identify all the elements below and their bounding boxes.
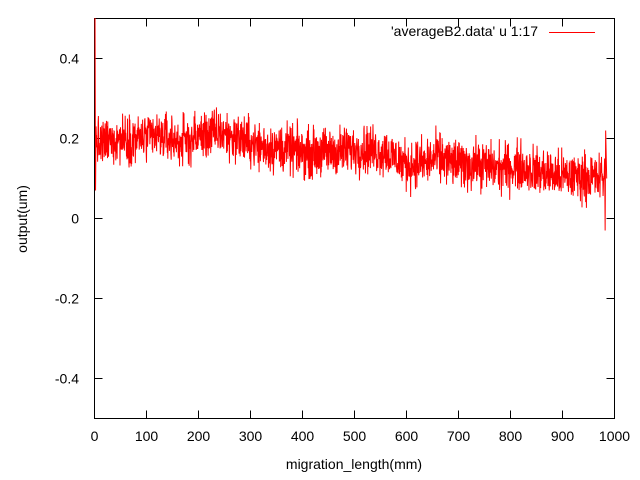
x-tick-label: 900 bbox=[551, 428, 575, 444]
y-tick-label: 0.4 bbox=[60, 51, 80, 67]
legend-label: 'averageB2.data' u 1:17 bbox=[391, 23, 538, 39]
plot-frame bbox=[94, 18, 615, 419]
series-group bbox=[94, 18, 608, 231]
y-tick-labels: -0.4 -0.2 0 0.2 0.4 bbox=[55, 51, 79, 387]
x-tick-label: 0 bbox=[91, 428, 99, 444]
axis-ticks bbox=[94, 18, 615, 419]
y-tick-label: -0.4 bbox=[55, 371, 79, 387]
y-axis-label: output(um) bbox=[14, 185, 30, 253]
x-axis-label: migration_length(mm) bbox=[286, 456, 422, 472]
x-tick-labels: 0 100 200 300 400 500 600 700 800 900 1000 bbox=[91, 428, 631, 444]
series-line bbox=[94, 18, 608, 231]
x-tick-label: 400 bbox=[291, 428, 315, 444]
x-tick-label: 200 bbox=[187, 428, 211, 444]
x-tick-label: 500 bbox=[343, 428, 367, 444]
y-tick-label: -0.2 bbox=[55, 291, 79, 307]
legend: 'averageB2.data' u 1:17 bbox=[391, 23, 595, 39]
x-tick-label: 700 bbox=[447, 428, 471, 444]
y-tick-label: 0 bbox=[71, 211, 79, 227]
x-tick-label: 600 bbox=[395, 428, 419, 444]
x-tick-label: 1000 bbox=[599, 428, 630, 444]
x-tick-label: 100 bbox=[135, 428, 159, 444]
y-tick-label: 0.2 bbox=[60, 131, 80, 147]
x-tick-label: 300 bbox=[239, 428, 263, 444]
x-tick-label: 800 bbox=[499, 428, 523, 444]
